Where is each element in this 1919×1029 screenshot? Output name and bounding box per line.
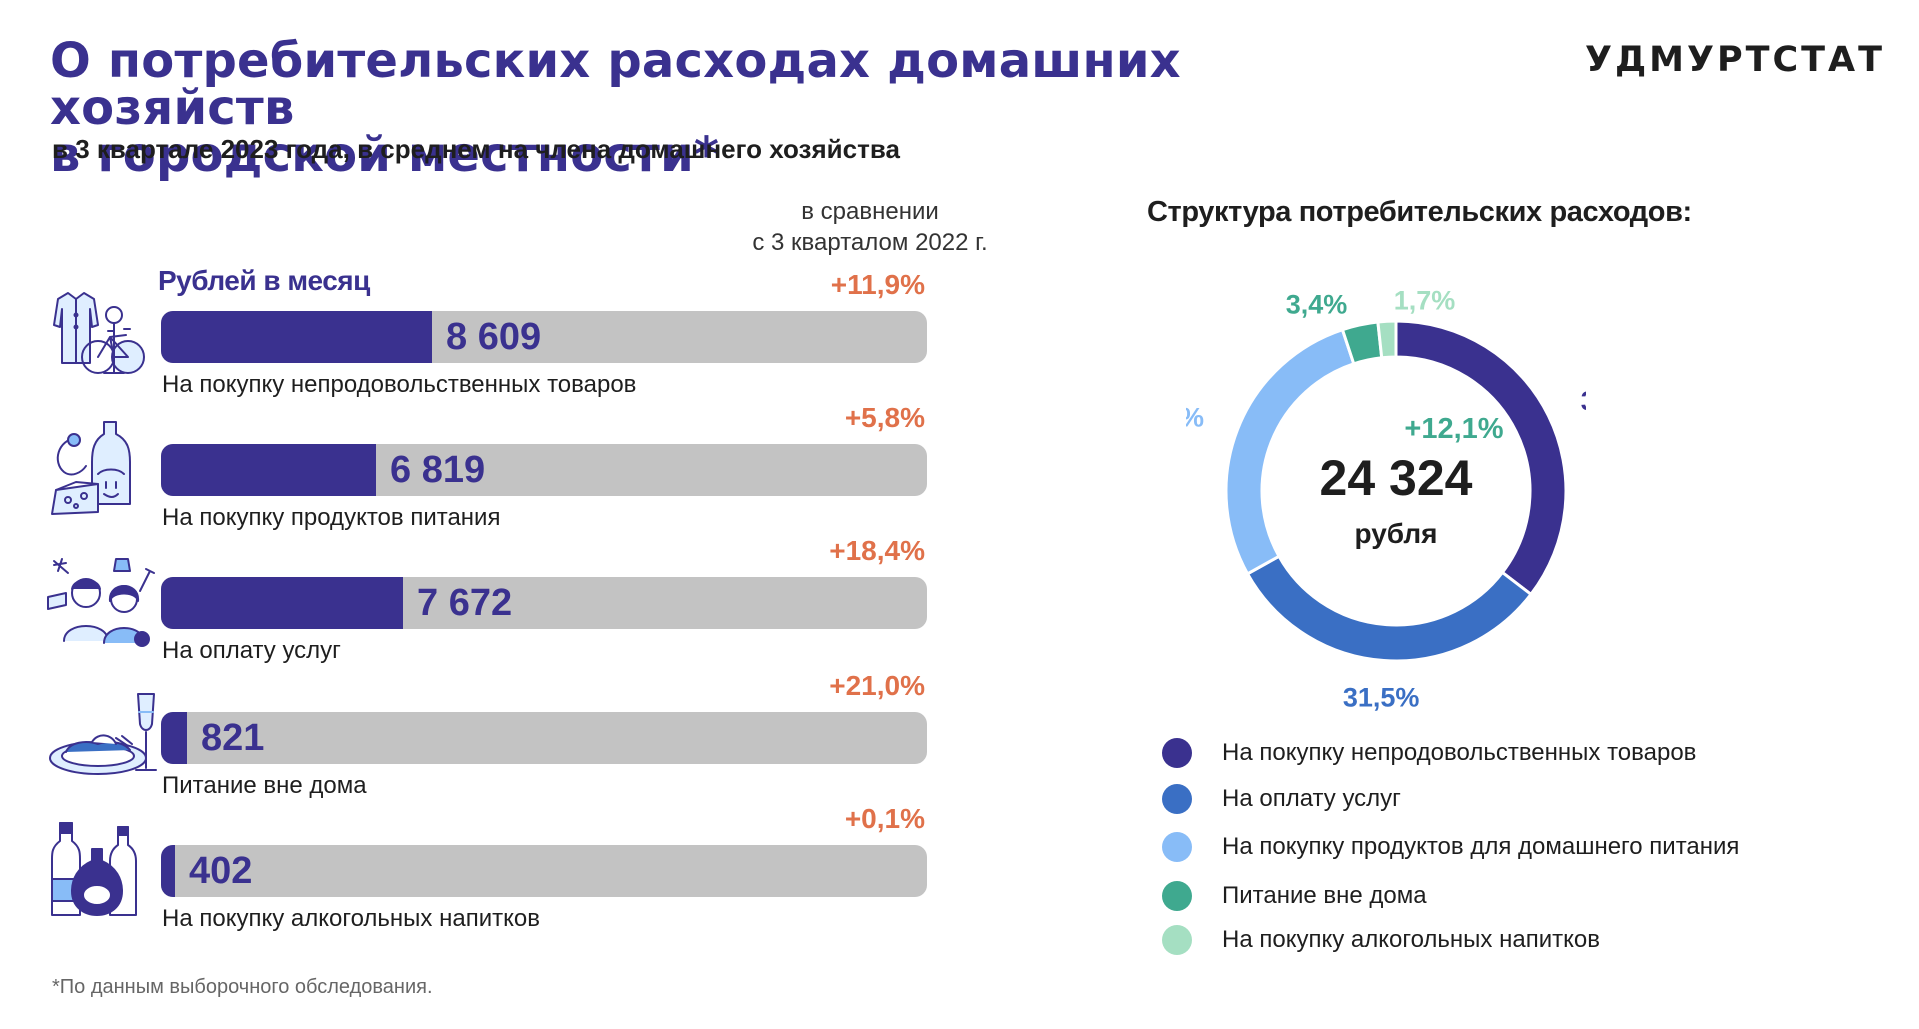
bottles-icon [46,819,158,919]
bar-track: 6 819 [161,444,927,496]
legend-item: Питание вне дома [1162,879,1427,913]
clothing-bicycle-icon [46,285,158,385]
donut-slice-label: 28,0% [1186,402,1204,432]
legend-label: Питание вне дома [1222,882,1427,909]
donut-slice-label: 3,4% [1286,289,1348,319]
bar-category-label: На покупку продуктов питания [162,504,501,531]
donut-total-value: 24 324 [1320,450,1473,506]
plate-wine-icon [46,686,158,786]
page-title: О потребительских расходах домашних хозя… [50,33,1181,183]
bar [161,712,187,764]
comparison-note: в сравнении с 3 кварталом 2022 г. [720,196,1020,258]
unit-label: Рублей в месяц [158,265,370,296]
bar-value-label: 821 [201,717,265,759]
legend-label: На оплату услуг [1222,785,1401,812]
page-subtitle: в 3 квартале 2023 года, в среднем на чле… [52,134,900,164]
bar-track: 7 672 [161,577,927,629]
legend-label: На покупку алкогольных напитков [1222,926,1600,953]
donut-slice-label: 31,5% [1343,682,1420,712]
bar-change-label: +5,8% [844,402,925,433]
bar [161,577,403,629]
bar-track: 402 [161,845,927,897]
bar-change-label: +0,1% [844,803,925,834]
comparison-note-line2: с 3 кварталом 2022 г. [752,229,988,256]
donut-slice [1245,554,1534,663]
bar-value-label: 6 819 [390,449,486,491]
footnote: *По данным выборочного обследования. [52,976,433,998]
structure-title: Структура потребительских расходов: [1147,196,1692,228]
donut-total-unit: рубля [1354,518,1437,549]
bar-category-label: На покупку непродовольственных товаров [162,371,637,398]
structure-donut-chart: 35,4% 31,5% 28,0% 3,4% 1,7% +12,1% 24 324 ру… [1186,285,1586,712]
bar-category-label: На оплату услуг [162,637,341,664]
bar-track: 821 [161,712,927,764]
donut-slice-label: 1,7% [1394,285,1456,315]
bar-value-label: 7 672 [417,582,513,624]
groceries-icon [46,418,158,518]
bar [161,845,175,897]
legend-label: На покупку продуктов для домашнего питан… [1222,833,1740,860]
legend-item: На покупку алкогольных напитков [1162,923,1600,957]
legend-item: На оплату услуг [1162,782,1401,816]
donut-slice [1376,319,1398,360]
legend-swatch [1162,925,1192,955]
donut-total-change: +12,1% [1404,413,1503,445]
bar [161,311,432,363]
bar-change-label: +21,0% [829,670,925,701]
bar-value-label: 8 609 [446,316,542,358]
bar-track: 8 609 [161,311,927,363]
bar [161,444,376,496]
legend-swatch [1162,881,1192,911]
legend-swatch [1162,784,1192,814]
bar-change-label: +11,9% [830,269,925,300]
donut-slice-label: 35,4% [1581,386,1586,416]
bar-change-label: +18,4% [829,535,925,566]
legend-label: На покупку непродовольственных товаров [1222,739,1697,766]
bar-category-label: На покупку алкогольных напитков [162,905,540,932]
services-people-icon [46,551,158,651]
legend-item: На покупку непродовольственных товаров [1162,736,1696,770]
legend-swatch [1162,738,1192,768]
bar-value-label: 402 [189,850,253,892]
legend-swatch [1162,832,1192,862]
brand-logo: УДМУРТСТАТ [1584,40,1885,80]
bar-category-label: Питание вне дома [162,772,367,799]
comparison-note-line1: в сравнении [801,198,939,225]
legend-item: На покупку продуктов для домашнего питан… [1162,830,1739,864]
